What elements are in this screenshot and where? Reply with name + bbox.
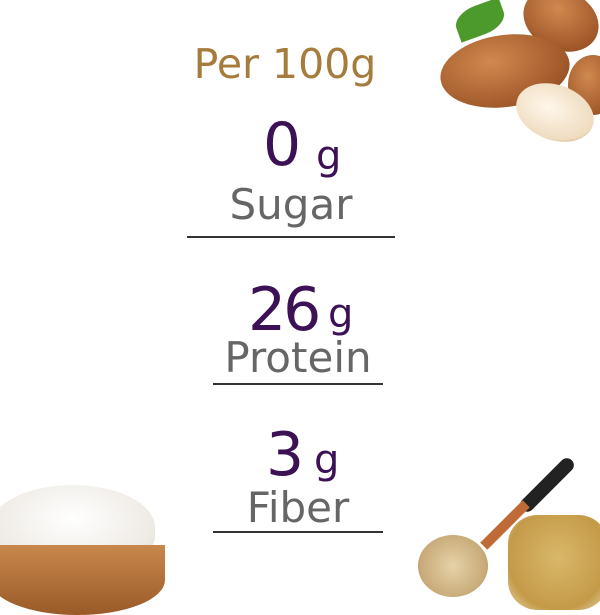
- fiber-value: 3: [266, 420, 304, 490]
- divider: [213, 531, 383, 533]
- divider: [187, 236, 395, 238]
- sugar-value: 0: [263, 110, 301, 180]
- divider: [213, 383, 383, 385]
- fiber-unit: g: [314, 437, 340, 483]
- protein-value: 26: [248, 275, 321, 345]
- sugar-label: Sugar: [229, 180, 353, 229]
- protein-unit: g: [328, 291, 354, 337]
- per-100g-heading: Per 100g: [193, 40, 377, 88]
- fiber-label: Fiber: [246, 483, 350, 532]
- protein-label: Protein: [224, 333, 372, 382]
- sugar-unit: g: [316, 133, 342, 179]
